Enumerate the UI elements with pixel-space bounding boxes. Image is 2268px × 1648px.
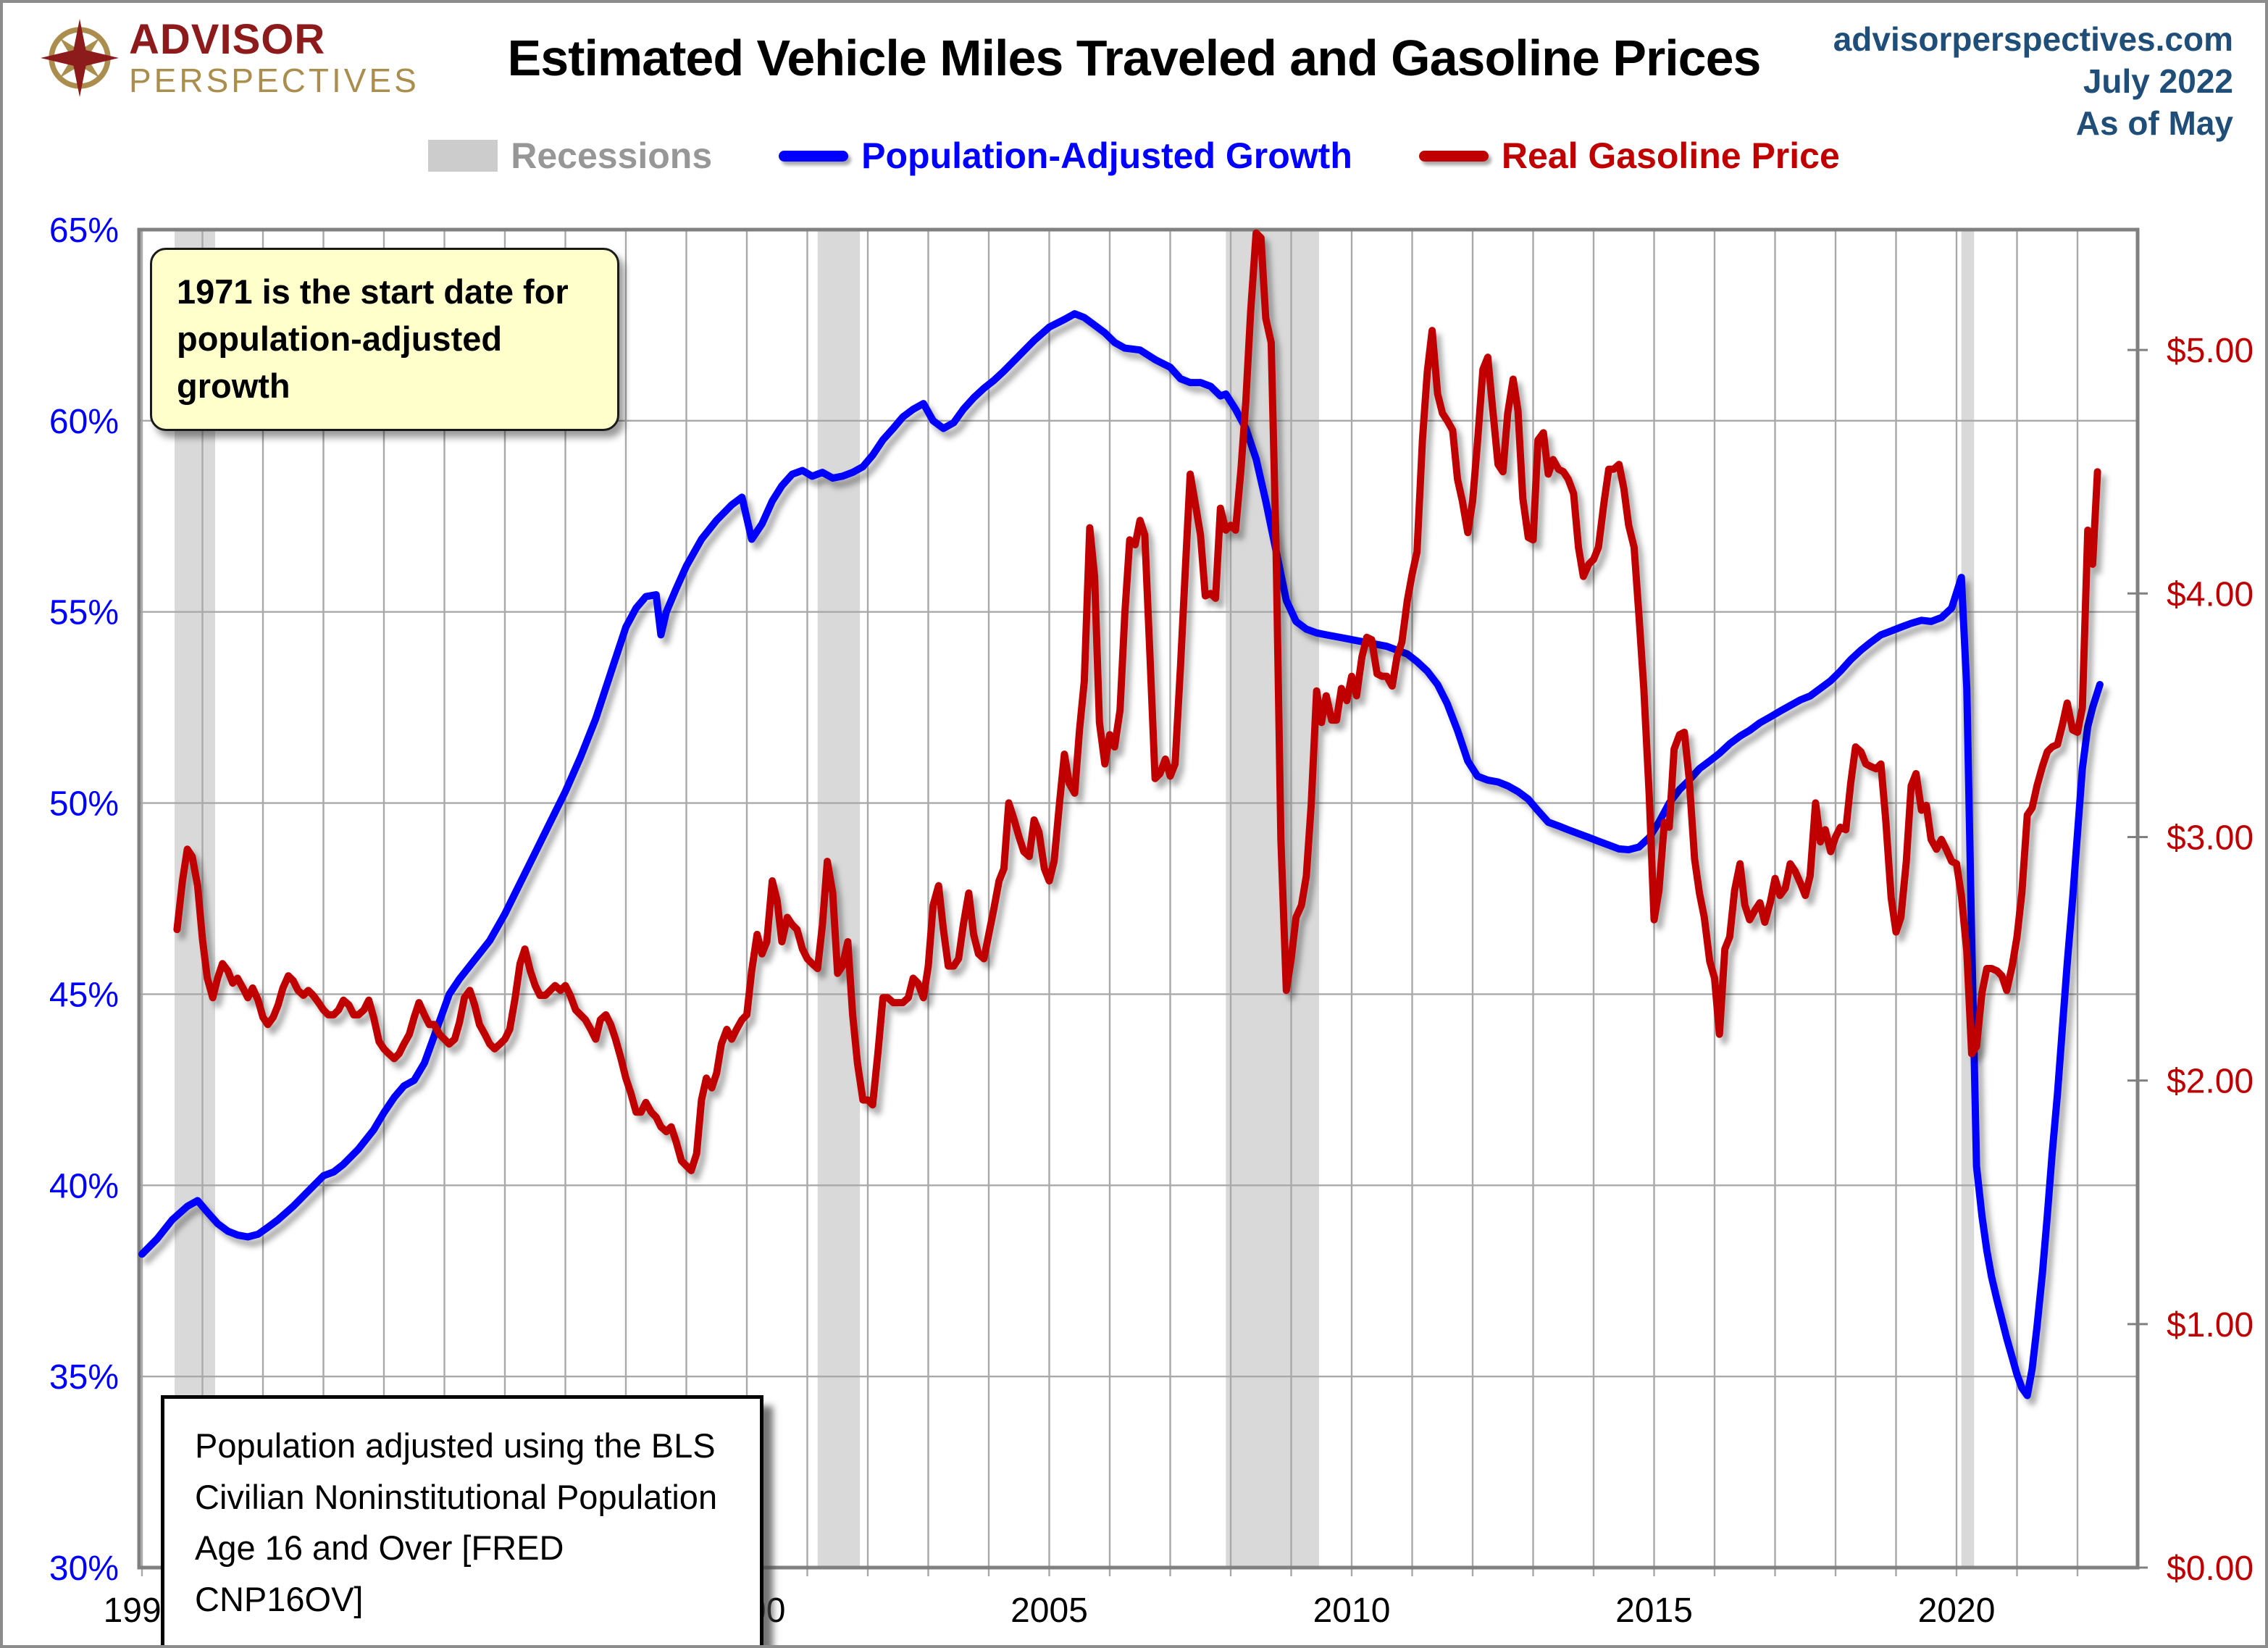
right-axis-tick: $5.00 bbox=[2167, 332, 2254, 370]
left-axis-tick: 50% bbox=[49, 785, 119, 824]
legend-label-recessions: Recessions bbox=[511, 135, 713, 176]
legend-item-population-adjusted-growth: Population-Adjusted Growth bbox=[779, 135, 1352, 177]
recession-swatch bbox=[428, 140, 498, 172]
right-axis-tick: $1.00 bbox=[2167, 1306, 2254, 1344]
left-axis-tick: 40% bbox=[49, 1167, 119, 1205]
plot-border bbox=[137, 227, 2140, 1570]
red-line-swatch bbox=[1418, 150, 1489, 162]
source-asof: As of May bbox=[2075, 104, 2233, 142]
right-axis-tick: $2.00 bbox=[2167, 1063, 2254, 1101]
left-axis-tick: 55% bbox=[49, 594, 119, 632]
x-axis-tick: 2005 bbox=[1010, 1591, 1088, 1630]
page-title: Estimated Vehicle Miles Traveled and Gas… bbox=[507, 30, 1762, 86]
logo-word-advisor: ADVISOR bbox=[129, 16, 326, 63]
blue-line-swatch bbox=[779, 150, 849, 162]
left-axis-tick: 30% bbox=[49, 1549, 119, 1588]
start-date-note: 1971 is the start date for population-ad… bbox=[150, 248, 619, 431]
population-source-note: Population adjusted using the BLS Civili… bbox=[161, 1395, 763, 1645]
left-axis-tick: 45% bbox=[49, 976, 119, 1014]
left-axis-tick: 65% bbox=[49, 212, 119, 250]
x-axis-tick: 2020 bbox=[1918, 1591, 1996, 1630]
x-axis-tick: 2015 bbox=[1615, 1591, 1693, 1630]
series-population-adjusted-growth bbox=[138, 310, 2104, 1400]
series-real-gasoline-price bbox=[173, 229, 2101, 1174]
advisor-perspectives-logo: ADVISOR PERSPECTIVES bbox=[41, 19, 419, 97]
right-axis-tick: $3.00 bbox=[2167, 819, 2254, 857]
left-axis-tick: 60% bbox=[49, 403, 119, 441]
x-axis-tick: 2010 bbox=[1313, 1591, 1391, 1630]
source-date: July 2022 bbox=[2083, 62, 2233, 100]
gridlines bbox=[139, 228, 2148, 1576]
left-axis-tick: 35% bbox=[49, 1358, 119, 1397]
legend: Recessions Population-Adjusted Growth Re… bbox=[3, 135, 2265, 177]
data-series bbox=[138, 229, 2104, 1400]
right-axis-tick: $0.00 bbox=[2167, 1549, 2254, 1588]
right-axis-tick: $4.00 bbox=[2167, 575, 2254, 614]
legend-item-recessions: Recessions bbox=[428, 135, 712, 177]
source-site: advisorperspectives.com bbox=[1833, 20, 2233, 58]
source-block: advisorperspectives.com July 2022 As of … bbox=[1833, 19, 2233, 145]
legend-label-real-gasoline-price: Real Gasoline Price bbox=[1501, 135, 1840, 176]
legend-item-real-gasoline-price: Real Gasoline Price bbox=[1418, 135, 1840, 177]
logo-word-perspectives: PERSPECTIVES bbox=[129, 62, 419, 99]
legend-label-population-adjusted-growth: Population-Adjusted Growth bbox=[861, 135, 1352, 176]
chart-plot: 65% 60% 55% 50% 45% 40% 35% 30% $5.00 $4.00 $3.00 $… bbox=[49, 212, 2254, 1630]
compass-star-icon bbox=[41, 19, 119, 97]
